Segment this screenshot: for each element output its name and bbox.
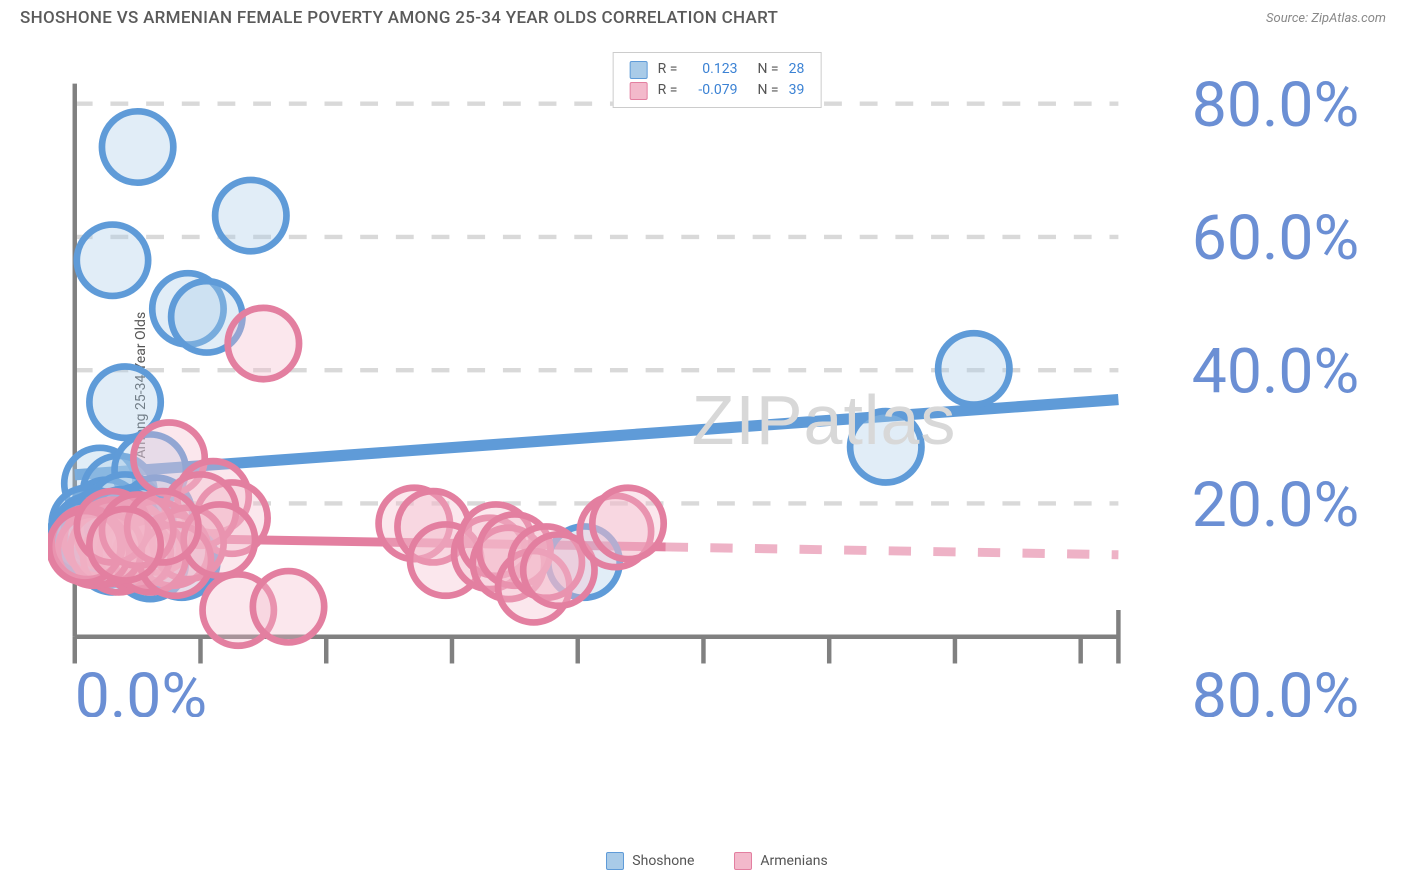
- data-point: [592, 488, 663, 559]
- data-point: [102, 111, 173, 182]
- legend-label: Armenians: [760, 853, 827, 869]
- data-point: [77, 225, 148, 296]
- y-tick-label: 40.0%: [1192, 335, 1359, 408]
- data-point: [850, 411, 921, 482]
- regression-line-dashed: [666, 547, 1119, 555]
- x-tick-label: 80.0%: [1192, 660, 1359, 717]
- source-attribution: Source: ZipAtlas.com: [1266, 11, 1386, 26]
- legend-swatch: [630, 61, 648, 79]
- legend-swatch: [734, 852, 752, 870]
- legend-item: Armenians: [734, 852, 827, 870]
- data-point: [938, 333, 1009, 404]
- x-tick-label: 0.0%: [75, 660, 207, 717]
- chart-title: SHOSHONE VS ARMENIAN FEMALE POVERTY AMON…: [20, 8, 778, 28]
- chart-area: Female Poverty Among 25-34 Year Olds 20.…: [48, 48, 1386, 822]
- y-tick-label: 80.0%: [1192, 69, 1359, 142]
- data-point: [253, 571, 324, 642]
- data-point: [228, 308, 299, 379]
- stats-row: R = 0.123 N = 28: [630, 59, 805, 80]
- r-label: R =: [658, 59, 678, 80]
- r-value: -0.079: [687, 80, 737, 101]
- legend-swatch: [630, 82, 648, 100]
- correlation-stats-legend: R = 0.123 N = 28 R = -0.079 N = 39: [613, 52, 822, 108]
- data-point: [89, 509, 160, 580]
- n-label: N =: [757, 80, 778, 101]
- y-tick-label: 60.0%: [1192, 202, 1359, 275]
- n-value: 39: [789, 80, 805, 101]
- scatter-plot: 20.0% 40.0% 60.0% 80.0% 0.0% 80.0%: [48, 48, 1386, 717]
- legend-item: Shoshone: [606, 852, 694, 870]
- r-label: R =: [658, 80, 678, 101]
- n-label: N =: [757, 59, 778, 80]
- legend-swatch: [606, 852, 624, 870]
- r-value: 0.123: [687, 59, 737, 80]
- y-tick-label: 20.0%: [1192, 469, 1359, 542]
- stats-row: R = -0.079 N = 39: [630, 80, 805, 101]
- data-point: [215, 180, 286, 251]
- legend-label: Shoshone: [632, 853, 694, 869]
- n-value: 28: [789, 59, 805, 80]
- series-legend: Shoshone Armenians: [48, 852, 1386, 870]
- chart-header: SHOSHONE VS ARMENIAN FEMALE POVERTY AMON…: [0, 0, 1406, 32]
